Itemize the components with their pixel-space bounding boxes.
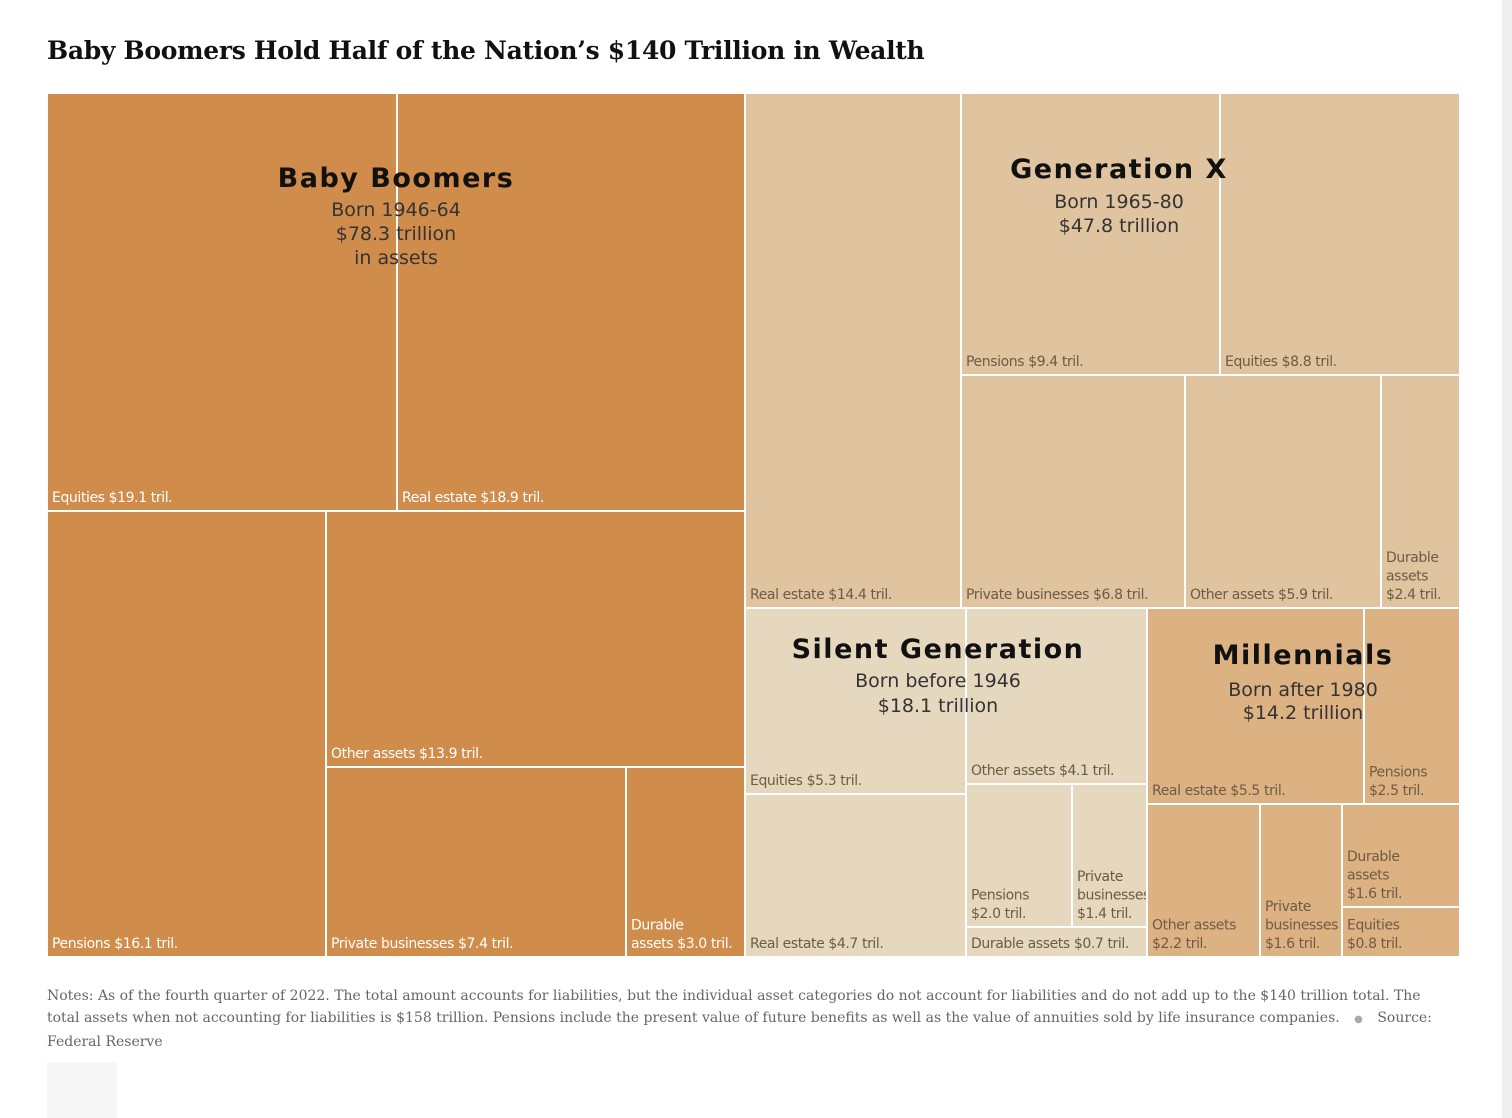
group-title-millennials: Millennials (1213, 640, 1394, 671)
label-silent-generation-durable-assets: Durable assets $0.7 tril. (971, 936, 1129, 952)
label-generation-x-equities: Equities $8.8 tril. (1225, 354, 1337, 370)
label-millennials-equities: Equities $0.8 tril. (1347, 918, 1402, 953)
group-subtitle-baby-boomers-0: Born 1946-64 (331, 199, 461, 221)
cell-silent-generation-pensions[interactable] (965, 783, 1073, 928)
notes-text: Notes: As of the fourth quarter of 2022.… (47, 988, 1421, 1026)
label-millennials-real-estate: Real estate $5.5 tril. (1152, 783, 1285, 799)
label-millennials-private-businesses: Private businesses $1.6 tril. (1265, 899, 1338, 952)
label-baby-boomers-other-assets: Other assets $13.9 tril. (331, 746, 483, 762)
label-silent-generation-equities: Equities $5.3 tril. (750, 773, 862, 789)
placeholder-block (47, 1062, 117, 1118)
label-millennials-pensions: Pensions $2.5 tril. (1369, 765, 1427, 800)
cell-millennials-real-estate[interactable] (1146, 607, 1365, 805)
group-subtitle-silent-generation-0: Born before 1946 (855, 670, 1021, 692)
label-silent-generation-private-businesses: Private businesses $1.4 tril. (1077, 869, 1150, 922)
label-silent-generation-pensions: Pensions $2.0 tril. (971, 888, 1029, 923)
cell-silent-generation-durable-assets[interactable] (965, 926, 1148, 958)
group-subtitle-millennials-1: $14.2 trillion (1243, 702, 1363, 724)
group-subtitle-generation-x-0: Born 1965-80 (1054, 191, 1184, 213)
label-generation-x-pensions: Pensions $9.4 tril. (966, 354, 1083, 370)
label-silent-generation-real-estate: Real estate $4.7 tril. (750, 936, 883, 952)
cell-millennials-equities[interactable] (1341, 906, 1461, 958)
label-generation-x-real-estate: Real estate $14.4 tril. (750, 587, 892, 603)
label-baby-boomers-equities: Equities $19.1 tril. (52, 490, 172, 506)
group-generation-x: Real estate $14.4 tril. Pensions $9.4 tri… (744, 92, 1461, 609)
group-title-generation-x: Generation X (1010, 154, 1228, 185)
group-millennials: Real estate $5.5 tril. Pensions $2.5 tril.… (1146, 607, 1461, 958)
group-silent-generation: Equities $5.3 tril. Real estate $4.7 tril… (744, 607, 1150, 958)
cell-baby-boomers-pensions[interactable] (46, 510, 327, 958)
group-subtitle-baby-boomers-2: in assets (354, 247, 438, 269)
label-silent-generation-other-assets: Other assets $4.1 tril. (971, 763, 1114, 779)
cell-baby-boomers-other-assets[interactable] (325, 510, 746, 768)
cell-generation-x-equities[interactable] (1219, 92, 1461, 376)
group-subtitle-millennials-0: Born after 1980 (1228, 679, 1378, 701)
group-subtitle-generation-x-1: $47.8 trillion (1059, 215, 1179, 237)
separator-dot-icon: ● (1354, 1014, 1363, 1025)
cell-millennials-durable-assets[interactable] (1341, 803, 1461, 908)
group-subtitle-silent-generation-1: $18.1 trillion (878, 695, 998, 717)
source-text: Source: Federal Reserve (47, 1010, 1432, 1050)
cell-millennials-pensions[interactable] (1363, 607, 1461, 805)
chart-title: Baby Boomers Hold Half of the Nation’s $… (47, 36, 925, 65)
cell-baby-boomers-real-estate[interactable] (396, 92, 746, 512)
group-title-silent-generation: Silent Generation (792, 634, 1085, 665)
treemap-chart: Equities $19.1 tril. Real estate $18.9 tr… (46, 92, 1461, 958)
cell-silent-generation-other-assets[interactable] (965, 607, 1148, 785)
label-baby-boomers-real-estate: Real estate $18.9 tril. (402, 490, 544, 506)
group-title-baby-boomers: Baby Boomers (278, 163, 515, 194)
label-baby-boomers-durable-assets: Durable assets $3.0 tril. (631, 918, 732, 953)
cell-baby-boomers-durable-assets[interactable] (625, 766, 746, 958)
label-baby-boomers-private-businesses: Private businesses $7.4 tril. (331, 936, 513, 952)
cell-generation-x-pensions[interactable] (960, 92, 1221, 376)
cell-silent-generation-equities[interactable] (744, 607, 967, 795)
label-baby-boomers-pensions: Pensions $16.1 tril. (52, 936, 178, 952)
cell-baby-boomers-private-businesses[interactable] (325, 766, 627, 958)
chart-notes: Notes: As of the fourth quarter of 2022.… (47, 985, 1447, 1053)
cell-silent-generation-real-estate[interactable] (744, 793, 967, 958)
cell-generation-x-other-assets[interactable] (1184, 374, 1382, 609)
cell-baby-boomers-equities[interactable] (46, 92, 398, 512)
label-generation-x-other-assets: Other assets $5.9 tril. (1190, 587, 1333, 603)
label-generation-x-private-businesses: Private businesses $6.8 tril. (966, 587, 1148, 603)
cell-millennials-private-businesses[interactable] (1259, 803, 1343, 958)
cell-generation-x-real-estate[interactable] (744, 92, 962, 609)
group-baby-boomers: Equities $19.1 tril. Real estate $18.9 tr… (46, 92, 746, 958)
label-generation-x-durable-assets: Durable assets $2.4 tril. (1386, 550, 1441, 603)
cell-millennials-other-assets[interactable] (1146, 803, 1261, 958)
cell-generation-x-durable-assets[interactable] (1380, 374, 1461, 609)
cell-generation-x-private-businesses[interactable] (960, 374, 1186, 609)
label-millennials-other-assets: Other assets $2.2 tril. (1152, 918, 1236, 953)
group-subtitle-baby-boomers-1: $78.3 trillion (336, 223, 456, 245)
label-millennials-durable-assets: Durable assets $1.6 tril. (1347, 849, 1402, 902)
scrollbar-track[interactable] (1502, 0, 1512, 1118)
